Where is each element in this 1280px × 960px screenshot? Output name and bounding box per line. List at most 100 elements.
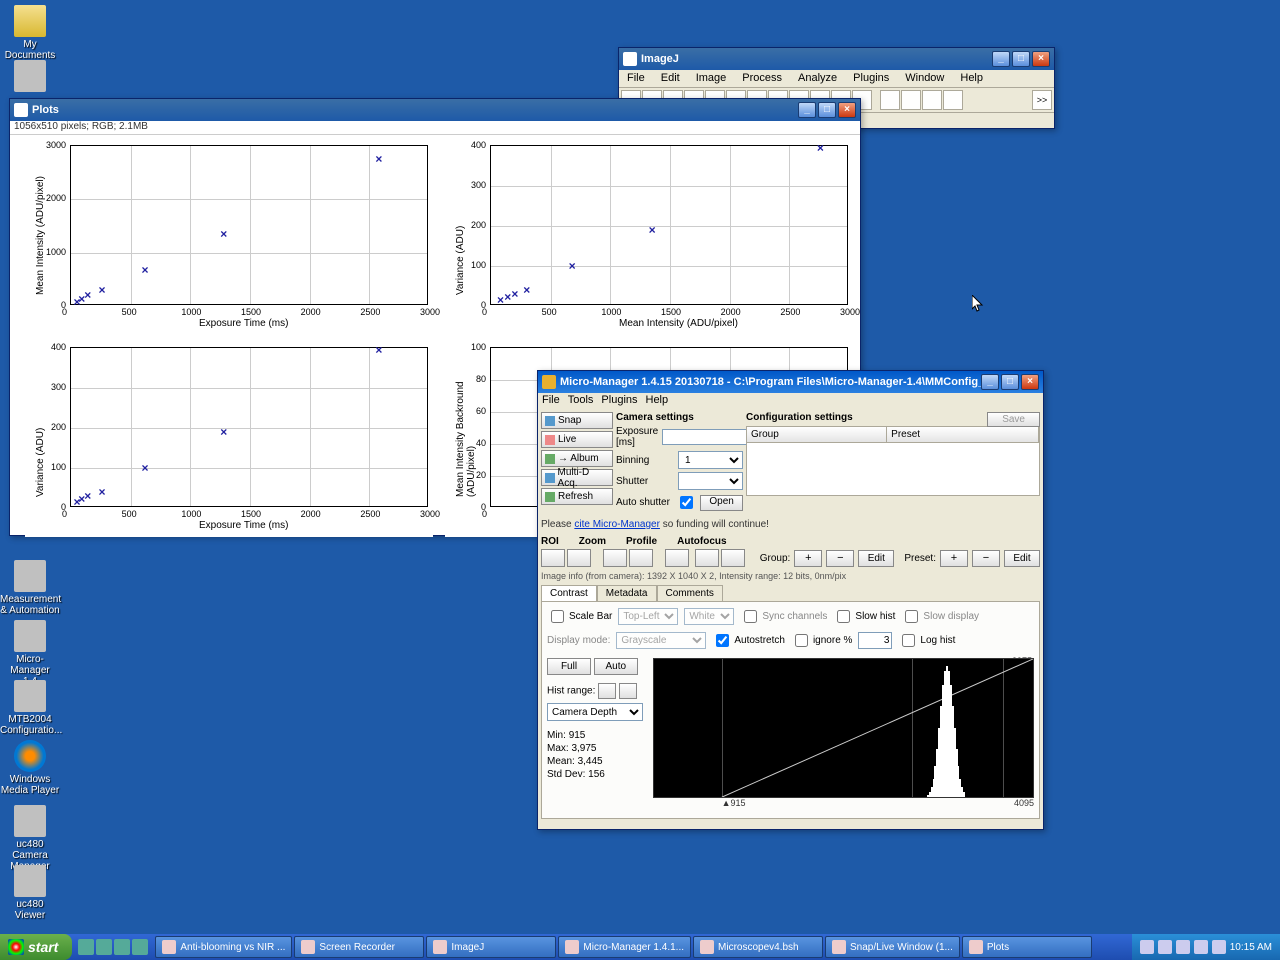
autofocus-settings-button[interactable] bbox=[721, 549, 745, 567]
task-plots[interactable]: Plots bbox=[962, 936, 1092, 958]
save-config-button[interactable]: Save bbox=[987, 412, 1040, 427]
my-computer[interactable] bbox=[0, 60, 60, 94]
ignorepct-input[interactable] bbox=[858, 632, 892, 649]
my-documents[interactable]: My Documents bbox=[0, 5, 60, 61]
ignorepct-checkbox[interactable] bbox=[795, 634, 808, 647]
quicklaunch-2[interactable] bbox=[96, 939, 112, 955]
my-computer-icon bbox=[14, 60, 46, 92]
imagej-menu-analyze[interactable]: Analyze bbox=[790, 70, 845, 87]
imagej-menu-plugins[interactable]: Plugins bbox=[845, 70, 897, 87]
live-button[interactable]: Live bbox=[541, 431, 613, 448]
task-screenrecorder[interactable]: Screen Recorder bbox=[294, 936, 424, 958]
scalebar-checkbox[interactable] bbox=[551, 610, 564, 623]
zoom-out-button[interactable] bbox=[629, 549, 653, 567]
histrange-in-button[interactable] bbox=[619, 683, 637, 699]
auto-button[interactable]: Auto bbox=[594, 658, 638, 675]
zoom-in-button[interactable] bbox=[603, 549, 627, 567]
imagej-menu-window[interactable]: Window bbox=[897, 70, 952, 87]
imagej-menu-help[interactable]: Help bbox=[952, 70, 991, 87]
measurement-automation[interactable]: Measurement& Automation bbox=[0, 560, 60, 616]
autofocus-now-button[interactable] bbox=[695, 549, 719, 567]
group-add-button[interactable]: + bbox=[794, 550, 822, 567]
imagej-tool-14[interactable] bbox=[901, 90, 921, 110]
uc480-camera-manager[interactable]: uc480 CameraManager bbox=[0, 805, 60, 872]
histogram-canvas[interactable] bbox=[653, 658, 1034, 798]
refresh-button[interactable]: Refresh bbox=[541, 488, 613, 505]
tray-icon-2[interactable] bbox=[1158, 940, 1172, 954]
imagej-titlebar[interactable]: ImageJ _ □ × bbox=[619, 48, 1054, 70]
group-remove-button[interactable]: − bbox=[826, 550, 854, 567]
imagej-minimize-button[interactable]: _ bbox=[992, 51, 1010, 67]
quicklaunch-4[interactable] bbox=[132, 939, 148, 955]
imagej-menu-image[interactable]: Image bbox=[688, 70, 735, 87]
tray-icon-5[interactable] bbox=[1212, 940, 1226, 954]
tab-comments[interactable]: Comments bbox=[657, 585, 723, 601]
mm-maximize-button[interactable]: □ bbox=[1001, 374, 1019, 390]
task-snaplive[interactable]: Snap/Live Window (1... bbox=[825, 936, 960, 958]
tab-contrast[interactable]: Contrast bbox=[541, 585, 597, 601]
mm-menu-plugins[interactable]: Plugins bbox=[601, 394, 637, 408]
group-edit-button[interactable]: Edit bbox=[858, 550, 894, 567]
mtb2004-config[interactable]: MTB2004Configuratio... bbox=[0, 680, 60, 736]
task-imagej[interactable]: ImageJ bbox=[426, 936, 556, 958]
quicklaunch-1[interactable] bbox=[78, 939, 94, 955]
imagej-maximize-button[interactable]: □ bbox=[1012, 51, 1030, 67]
roi-set-button[interactable] bbox=[541, 549, 565, 567]
tab-metadata[interactable]: Metadata bbox=[597, 585, 657, 601]
roi-reset-button[interactable] bbox=[567, 549, 591, 567]
multid-acq-button[interactable]: Multi-D Acq. bbox=[541, 469, 613, 486]
task-antiblooming[interactable]: Anti-blooming vs NIR ... bbox=[155, 936, 292, 958]
micro-manager-14[interactable]: Micro-Manager1.4 bbox=[0, 620, 60, 687]
imagej-close-button[interactable]: × bbox=[1032, 51, 1050, 67]
tray-icon-3[interactable] bbox=[1176, 940, 1190, 954]
slowhist-checkbox[interactable] bbox=[837, 610, 850, 623]
scalebar-color-select[interactable]: White bbox=[684, 608, 734, 625]
windows-media-player[interactable]: WindowsMedia Player bbox=[0, 740, 60, 796]
shutter-select[interactable] bbox=[678, 472, 743, 490]
task-micromanager[interactable]: Micro-Manager 1.4.1... bbox=[558, 936, 691, 958]
plots-minimize-button[interactable]: _ bbox=[798, 102, 816, 118]
dispmode-select[interactable]: Grayscale bbox=[616, 632, 706, 649]
histrange-out-button[interactable] bbox=[598, 683, 616, 699]
slowdisp-checkbox[interactable] bbox=[905, 610, 918, 623]
preset-remove-button[interactable]: − bbox=[972, 550, 1000, 567]
uc480-viewer[interactable]: uc480 Viewer bbox=[0, 865, 60, 921]
imagej-tool-more[interactable]: >> bbox=[1032, 90, 1052, 110]
open-shutter-button[interactable]: Open bbox=[700, 495, 743, 511]
scalebar-pos-select[interactable]: Top-Left bbox=[618, 608, 678, 625]
preset-add-button[interactable]: + bbox=[940, 550, 968, 567]
mm-menu-help[interactable]: Help bbox=[646, 394, 669, 408]
start-button[interactable]: start bbox=[0, 934, 72, 960]
plots-maximize-button[interactable]: □ bbox=[818, 102, 836, 118]
imagej-tool-16[interactable] bbox=[943, 90, 963, 110]
binning-select[interactable]: 1 bbox=[678, 451, 743, 469]
full-button[interactable]: Full bbox=[547, 658, 591, 675]
imagej-tool-13[interactable] bbox=[880, 90, 900, 110]
autostretch-checkbox[interactable] bbox=[716, 634, 729, 647]
mm-menu-tools[interactable]: Tools bbox=[568, 394, 594, 408]
imagej-tool-15[interactable] bbox=[922, 90, 942, 110]
quicklaunch-3[interactable] bbox=[114, 939, 130, 955]
plots-close-button[interactable]: × bbox=[838, 102, 856, 118]
album-button[interactable]: → Album bbox=[541, 450, 613, 467]
cameradepth-select[interactable]: Camera Depth bbox=[547, 703, 643, 721]
plots-titlebar[interactable]: Plots _ □ × bbox=[10, 99, 860, 121]
autoshutter-checkbox[interactable] bbox=[680, 496, 693, 509]
snap-button[interactable]: Snap bbox=[541, 412, 613, 429]
mm-titlebar[interactable]: Micro-Manager 1.4.15 20130718 - C:\Progr… bbox=[538, 371, 1043, 393]
preset-edit-button[interactable]: Edit bbox=[1004, 550, 1040, 567]
mm-minimize-button[interactable]: _ bbox=[981, 374, 999, 390]
tray-icon-1[interactable] bbox=[1140, 940, 1154, 954]
loghist-checkbox[interactable] bbox=[902, 634, 915, 647]
mm-menu-file[interactable]: File bbox=[542, 394, 560, 408]
profile-button[interactable] bbox=[665, 549, 689, 567]
sync-checkbox[interactable] bbox=[744, 610, 757, 623]
task-microscope[interactable]: Microscopev4.bsh bbox=[693, 936, 823, 958]
cite-link[interactable]: cite Micro-Manager bbox=[574, 519, 660, 530]
imagej-menu-process[interactable]: Process bbox=[734, 70, 790, 87]
tray-icon-4[interactable] bbox=[1194, 940, 1208, 954]
system-tray[interactable]: 10:15 AM bbox=[1132, 934, 1280, 960]
mm-close-button[interactable]: × bbox=[1021, 374, 1039, 390]
imagej-menu-edit[interactable]: Edit bbox=[653, 70, 688, 87]
imagej-menu-file[interactable]: File bbox=[619, 70, 653, 87]
